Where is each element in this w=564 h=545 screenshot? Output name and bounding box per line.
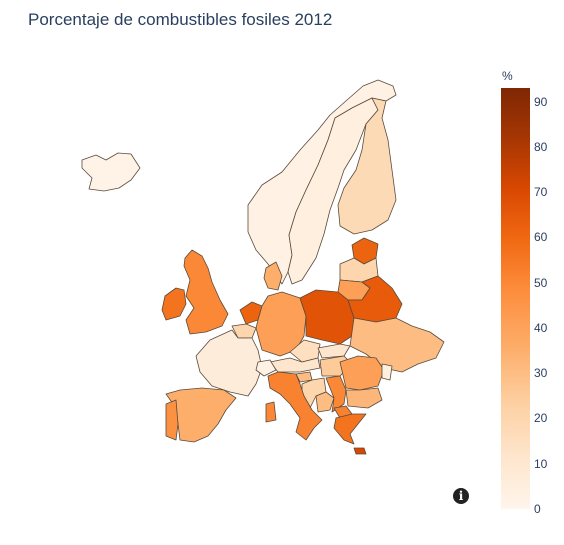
region-greece[interactable]	[333, 413, 367, 445]
colorbar-tick: 10	[534, 456, 548, 471]
colorbar-tick: 60	[534, 230, 548, 245]
region-serbia[interactable]	[325, 375, 347, 413]
region-cyprus[interactable]	[353, 447, 367, 455]
colorbar-tick: 30	[534, 366, 548, 381]
region-ireland[interactable]	[161, 287, 187, 321]
region-france[interactable]	[195, 329, 263, 397]
region-denmark[interactable]	[263, 261, 283, 291]
region-slovakia[interactable]	[317, 343, 351, 359]
region-sweden[interactable]	[287, 97, 379, 285]
region-poland[interactable]	[299, 289, 355, 345]
info-icon[interactable]: i	[453, 488, 469, 504]
region-romania[interactable]	[339, 355, 385, 391]
region-moldova[interactable]	[381, 363, 393, 381]
region-italy[interactable]	[267, 371, 323, 441]
region-portugal[interactable]	[165, 399, 179, 441]
colorbar-tick: 0	[534, 502, 541, 516]
region-sardinia[interactable]	[265, 401, 277, 423]
colorbar-tick: 50	[534, 275, 548, 290]
region-finland[interactable]	[337, 97, 397, 235]
colorbar-tick: 80	[534, 139, 548, 154]
colorbar	[501, 88, 530, 509]
region-iceland[interactable]	[81, 152, 141, 192]
colorbar-tick: 90	[534, 94, 548, 109]
chart-title: Porcentaje de combustibles fosiles 2012	[28, 10, 333, 29]
region-bosnia[interactable]	[315, 391, 335, 413]
colorbar-tick: 20	[534, 411, 548, 426]
region-uk[interactable]	[183, 249, 229, 335]
colorbar-unit: %	[502, 69, 513, 83]
region-switzerland[interactable]	[255, 359, 277, 377]
region-austria[interactable]	[269, 357, 321, 373]
colorbar-tick: 40	[534, 320, 548, 335]
region-bulgaria[interactable]	[345, 387, 383, 409]
colorbar-tick: 70	[534, 185, 548, 200]
